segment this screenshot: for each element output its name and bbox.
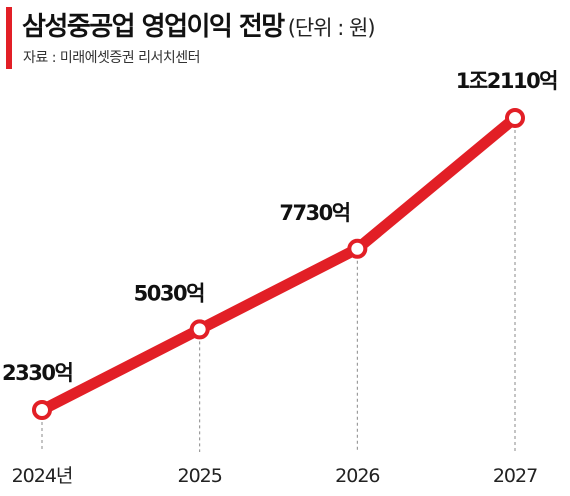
chart-title: 삼성중공업 영업이익 전망	[22, 12, 285, 42]
value-label-0: 2330억	[2, 361, 72, 385]
x-tick-label-3: 2027	[493, 465, 537, 487]
series-line	[36, 112, 521, 416]
data-point-0	[32, 400, 52, 420]
data-point-1	[189, 319, 210, 340]
x-tick-label-2: 2026	[335, 465, 379, 487]
value-label-3: 1조2110억	[456, 69, 557, 93]
x-tick-label-0: 2024년	[12, 465, 73, 487]
x-axis-tick-labels: 2024년 2025 2026 2027	[12, 465, 539, 487]
vertical-guide-lines	[41, 130, 516, 452]
unit-label: (단위 : 원)	[287, 16, 376, 40]
value-label-2: 7730억	[279, 201, 349, 225]
value-labels: 2330억 5030억 7730억 1조2110억	[2, 69, 559, 385]
source-label: 자료 : 미래에셋증권 리서치센터	[23, 50, 201, 66]
x-tick-label-1: 2025	[177, 465, 221, 487]
header-accent-bar	[6, 7, 12, 69]
data-markers	[32, 108, 525, 420]
data-point-3	[505, 108, 525, 128]
data-point-2	[347, 238, 368, 259]
value-label-1: 5030억	[134, 281, 204, 305]
title-row: 삼성중공업 영업이익 전망 (단위 : 원)	[22, 6, 376, 43]
series-line-group	[36, 112, 521, 416]
